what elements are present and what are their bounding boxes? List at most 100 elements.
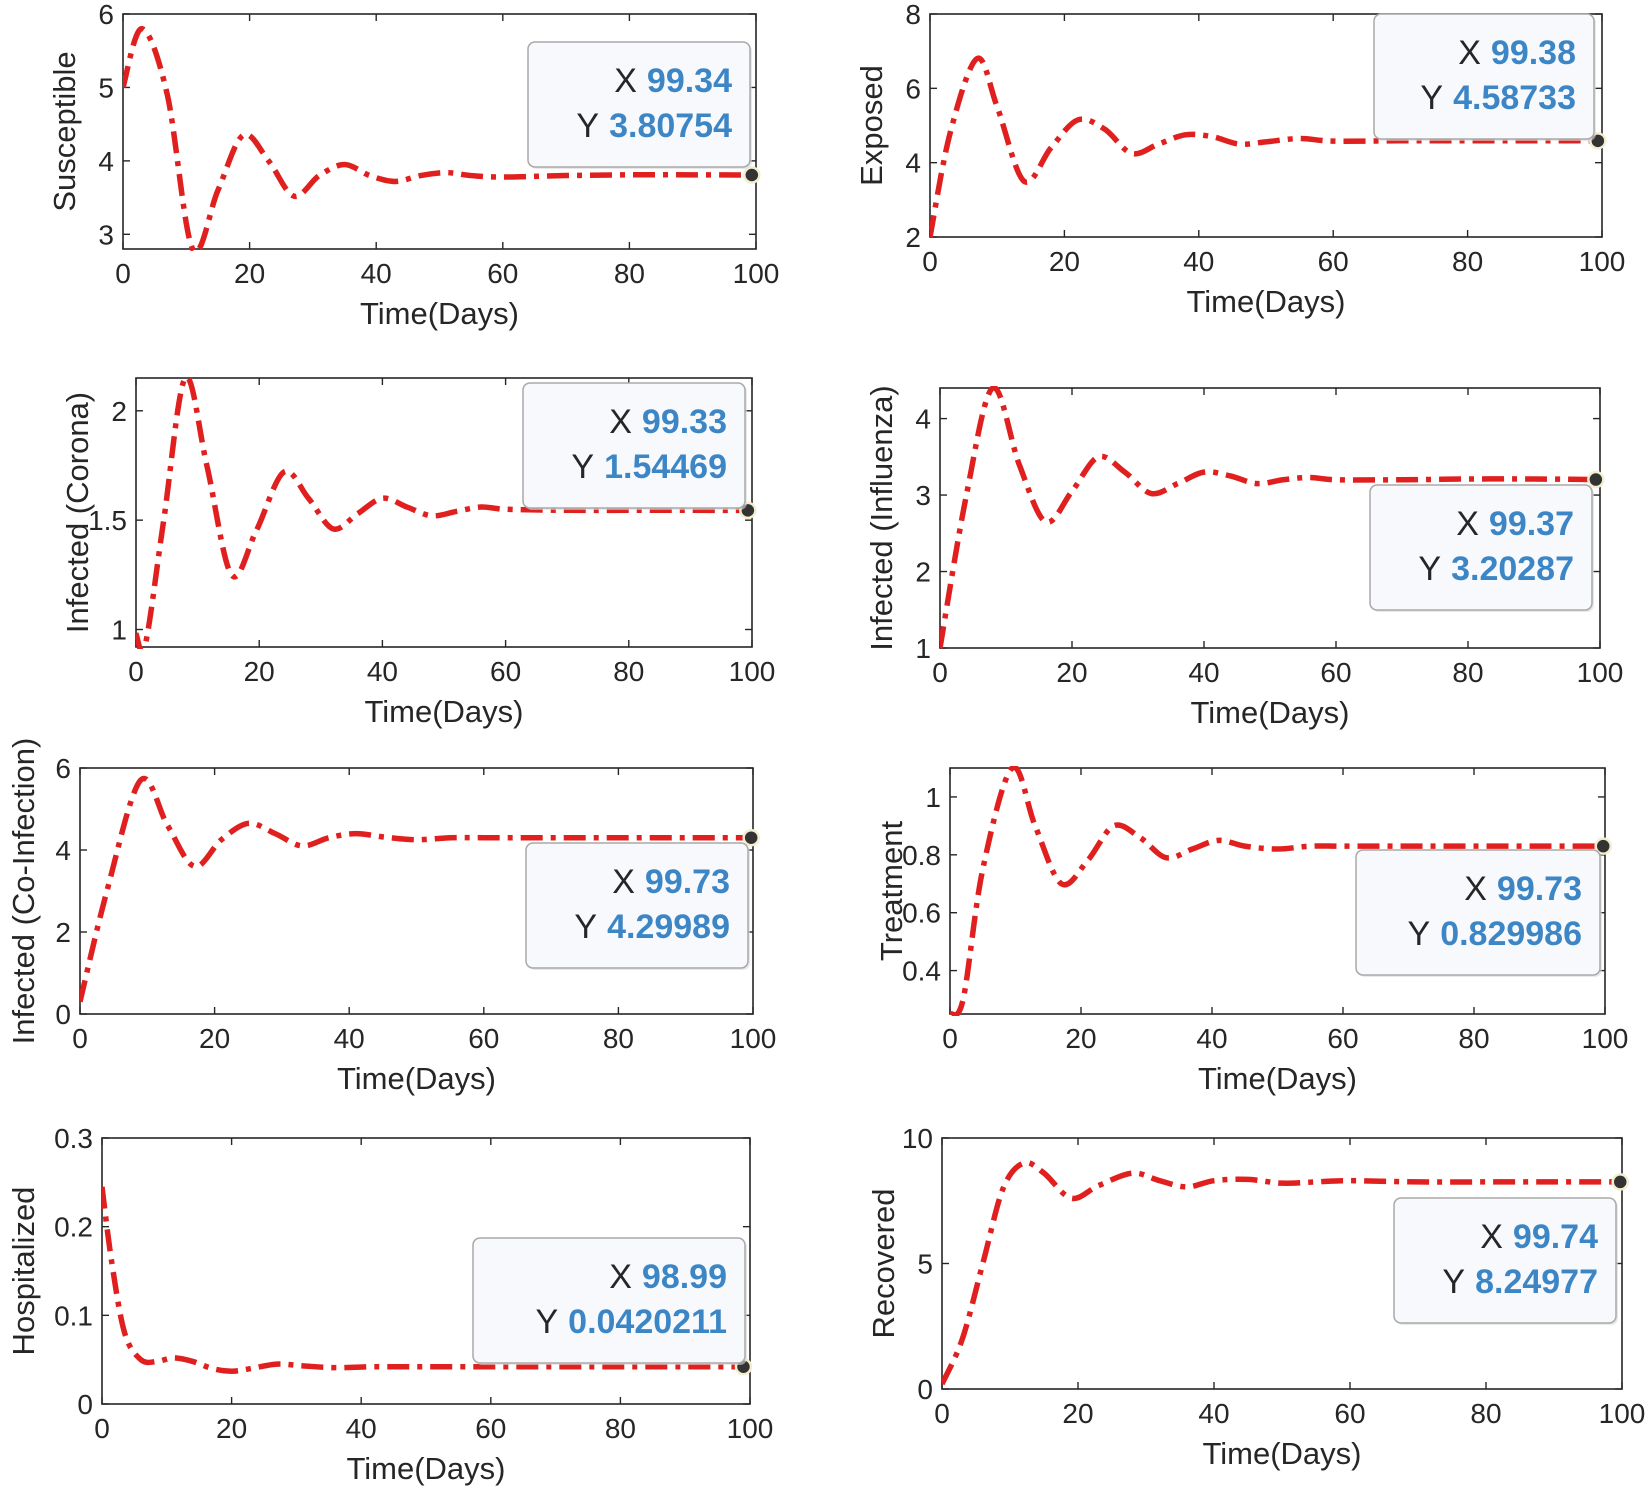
y-axis-label: Treatment (874, 821, 909, 962)
datatip-x-key: X (612, 863, 635, 901)
x-tick-label: 0 (128, 656, 144, 687)
x-tick-label: 40 (361, 258, 392, 289)
datatip-y-value: 0.0420211 (568, 1303, 727, 1341)
x-tick-label: 60 (468, 1023, 499, 1054)
x-axis-label: Time(Days) (337, 1061, 496, 1096)
y-tick-label: 0 (55, 999, 71, 1030)
y-axis-label: Infected (Co-Infection) (6, 738, 41, 1045)
x-tick-label: 40 (367, 656, 398, 687)
datatip-x-key: X (1456, 505, 1479, 543)
x-tick-label: 60 (475, 1413, 506, 1444)
y-tick-label: 6 (55, 753, 71, 784)
datatip-y-key: Y (1408, 915, 1431, 953)
series-line (136, 376, 748, 649)
y-tick-label: 4 (98, 146, 114, 177)
y-tick-label: 0 (917, 1374, 933, 1405)
x-tick-label: 20 (199, 1023, 230, 1054)
y-tick-label: 2 (905, 222, 921, 253)
x-tick-label: 40 (1188, 657, 1219, 688)
x-tick-label: 80 (614, 258, 645, 289)
x-tick-label: 20 (1049, 246, 1080, 277)
y-tick-label: 5 (98, 72, 114, 103)
datatip: 98.99 0.0420211 X Y (472, 1237, 747, 1365)
datatip-y-value: 4.29989 (607, 908, 730, 946)
y-tick-label: 3 (915, 480, 931, 511)
datatip-y-value: 4.58733 (1453, 79, 1576, 117)
chart-exposed: 0 20 40 60 80 100 2 4 6 8 Time(Days) Exposed 99.38 4.… (854, 0, 1625, 319)
y-tick-label: 1.5 (88, 505, 127, 536)
x-tick-label: 0 (932, 657, 948, 688)
x-tick-label: 80 (1452, 246, 1483, 277)
y-axis-label: Exposed (854, 65, 889, 186)
datatip-x-key: X (609, 403, 632, 441)
y-tick-label: 2 (55, 917, 71, 948)
x-tick-label: 60 (1327, 1023, 1358, 1054)
datatip-marker (1587, 470, 1605, 489)
x-tick-label: 80 (1452, 657, 1483, 688)
chart-infected-influenza: 0 20 40 60 80 100 1 2 3 4 Time(Days) Infected (Infl… (864, 385, 1623, 730)
datatip-box (525, 842, 749, 969)
x-tick-label: 40 (1198, 1398, 1229, 1429)
y-tick-label: 1 (111, 615, 127, 646)
datatip-box (1355, 849, 1601, 976)
x-tick-label: 80 (603, 1023, 634, 1054)
datatip-y-key: Y (571, 448, 594, 486)
datatip-box (522, 382, 746, 509)
y-tick-label: 2 (111, 396, 127, 427)
x-tick-label: 100 (1579, 246, 1626, 277)
x-axis-label: Time(Days) (1198, 1061, 1357, 1096)
datatip-y-key: Y (1418, 550, 1441, 588)
y-tick-label: 1 (915, 633, 931, 664)
x-axis-label: Time(Days) (1202, 1436, 1361, 1471)
y-tick-label: 1 (925, 782, 941, 813)
y-tick-label: 4 (55, 835, 71, 866)
x-tick-label: 40 (346, 1413, 377, 1444)
x-tick-label: 100 (733, 258, 780, 289)
datatip-x-key: X (1480, 1218, 1503, 1256)
datatip: 99.33 1.54469 XY (522, 382, 747, 510)
datatip-y-key: Y (574, 908, 597, 946)
datatip-box (472, 1237, 746, 1364)
chart-recovered: 0 20 40 60 80 100 0 5 10 Time(Days) Recovered 99.74… (866, 1123, 1645, 1471)
datatip: 99.34 3.80754 XY (527, 41, 752, 169)
y-tick-label: 5 (917, 1249, 933, 1280)
x-tick-label: 100 (729, 656, 776, 687)
y-tick-label: 0.2 (54, 1212, 93, 1243)
chart-infected-corona: 0 20 40 60 80 100 1 1.5 2 Time(Days) Infected (Cor… (60, 376, 776, 729)
datatip-box (1373, 13, 1595, 140)
datatip-marker (742, 828, 760, 847)
datatip-y-key: Y (576, 107, 599, 145)
datatip-box (527, 41, 751, 168)
x-tick-label: 80 (613, 656, 644, 687)
y-axis-label: Hospitalized (6, 1187, 41, 1356)
datatip: 99.38 4.58733 XY (1373, 13, 1596, 141)
x-tick-label: 40 (334, 1023, 365, 1054)
y-tick-label: 3 (98, 219, 114, 250)
datatip-x-key: X (609, 1258, 632, 1296)
datatip-x-value: 99.73 (645, 863, 730, 901)
x-tick-label: 40 (1196, 1023, 1227, 1054)
x-tick-label: 80 (1470, 1398, 1501, 1429)
y-tick-label: 0.6 (902, 898, 941, 929)
datatip-x-value: 99.73 (1497, 870, 1582, 908)
y-axis-label: Susceptible (47, 51, 82, 211)
x-tick-label: 0 (922, 246, 938, 277)
series-line (942, 1159, 1621, 1386)
datatip: 99.73 4.29989 XY (525, 842, 750, 970)
datatip-x-value: 99.37 (1489, 505, 1574, 543)
y-tick-label: 6 (98, 0, 114, 30)
datatip-y-value: 1.54469 (604, 448, 727, 486)
datatip-x-key: X (1458, 34, 1481, 72)
series-line (940, 386, 1596, 649)
series-line (123, 25, 752, 251)
y-tick-label: 4 (915, 404, 931, 435)
x-tick-label: 20 (1062, 1398, 1093, 1429)
x-tick-label: 60 (487, 258, 518, 289)
x-tick-label: 40 (1183, 246, 1214, 277)
x-axis-label: Time(Days) (360, 296, 519, 331)
x-tick-label: 60 (1334, 1398, 1365, 1429)
datatip-y-value: 3.80754 (609, 107, 732, 145)
x-tick-label: 0 (934, 1398, 950, 1429)
x-tick-label: 20 (1056, 657, 1087, 688)
